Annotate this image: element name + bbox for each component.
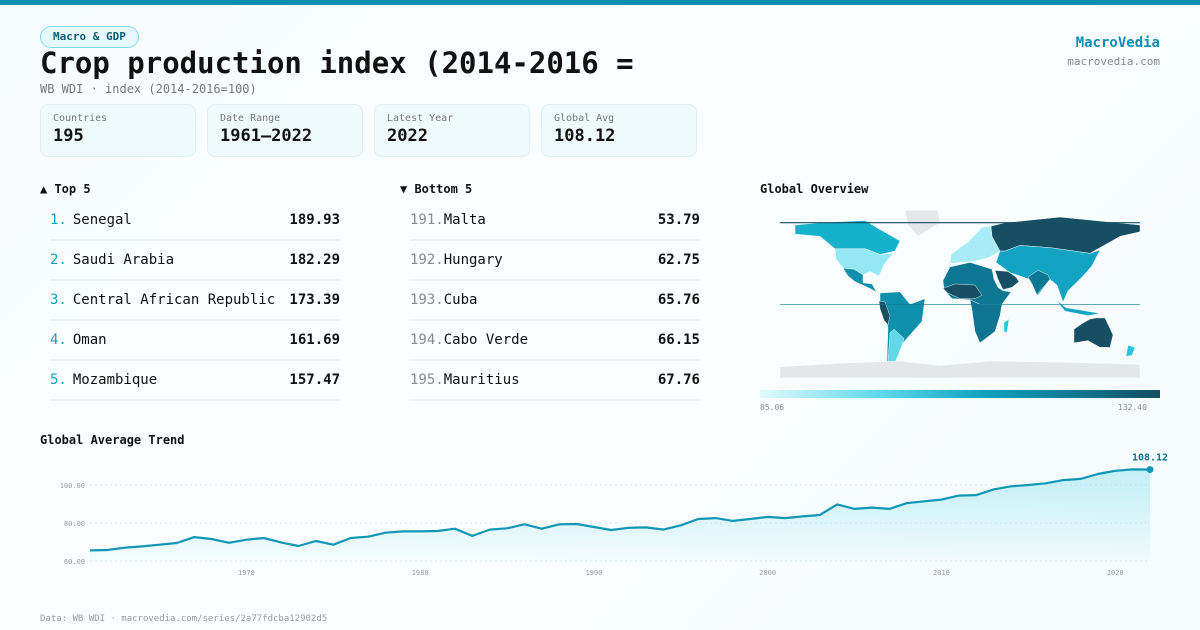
map-sahel xyxy=(942,283,983,299)
brand-url[interactable]: macrovedia.com xyxy=(1067,55,1160,68)
map-heading: Global Overview xyxy=(760,182,869,196)
bottom-list-item[interactable]: 193. Cuba 65.76 xyxy=(410,281,700,321)
country-name: Malta xyxy=(443,212,486,228)
map-arabia xyxy=(994,270,1020,290)
map-antarctica xyxy=(780,360,1140,378)
country-name: Mauritius xyxy=(443,372,520,388)
country-name: Saudi Arabia xyxy=(72,252,175,268)
x-tick-label: 2000 xyxy=(759,569,776,577)
rank: 192. xyxy=(410,252,444,268)
country-value: 53.79 xyxy=(657,212,700,228)
map-usa xyxy=(834,248,894,277)
page-title: Crop production index (2014-2016 = xyxy=(40,46,634,80)
world-choropleth-map[interactable] xyxy=(780,208,1140,378)
country-name: Hungary xyxy=(443,252,503,268)
country-value: 173.39 xyxy=(289,292,340,308)
last-value-label: 108.12 xyxy=(1132,453,1168,464)
rank: 195. xyxy=(410,372,444,388)
top-accent-bar xyxy=(0,0,1200,5)
top-list-item[interactable]: 3. Central African Republic 173.39 xyxy=(50,281,340,321)
bottom-list-item[interactable]: 194. Cabo Verde 66.15 xyxy=(410,321,700,361)
brand-logo[interactable]: MacroVedia xyxy=(1075,35,1160,51)
top-list-item[interactable]: 5. Mozambique 157.47 xyxy=(50,361,340,401)
rank: 191. xyxy=(410,212,444,228)
x-tick-label: 2020 xyxy=(1107,569,1124,577)
stat-label: Date Range xyxy=(220,113,281,124)
color-scale-max: 132.40 xyxy=(1118,403,1147,412)
rank: 5. xyxy=(50,372,67,388)
map-canada xyxy=(794,220,901,255)
map-peru xyxy=(878,300,891,326)
map-indonesia xyxy=(1055,299,1101,316)
y-tick-label: 80.00 xyxy=(64,520,85,528)
stat-value: 108.12 xyxy=(554,126,616,146)
map-madagascar xyxy=(1003,318,1010,333)
map-australia xyxy=(1073,317,1114,348)
footer-source: Data: WB WDI · macrovedia.com/series/2a7… xyxy=(40,614,328,624)
rank: 2. xyxy=(50,252,67,268)
stat-card-countries: Countries 195 xyxy=(40,104,196,157)
series-area xyxy=(90,469,1150,561)
series-line xyxy=(89,468,1151,552)
stat-label: Latest Year xyxy=(387,113,454,124)
rank: 4. xyxy=(50,332,67,348)
country-name: Cuba xyxy=(443,292,478,308)
top-list-item[interactable]: 4. Oman 161.69 xyxy=(50,321,340,361)
stat-label: Countries xyxy=(53,113,108,124)
top-list-item[interactable]: 2. Saudi Arabia 182.29 xyxy=(50,241,340,281)
x-tick-label: 2010 xyxy=(933,569,950,577)
rank: 194. xyxy=(410,332,444,348)
page-subtitle: WB WDI · index (2014-2016=100) xyxy=(40,82,257,96)
trend-chart-title: Global Average Trend xyxy=(40,433,185,447)
rank: 3. xyxy=(50,292,67,308)
stat-label: Global Avg xyxy=(554,113,615,124)
x-tick-label: 1990 xyxy=(586,569,603,577)
map-mexico xyxy=(842,267,883,296)
country-value: 182.29 xyxy=(289,252,340,268)
top-5-heading: ▲ Top 5 xyxy=(40,182,91,196)
country-name: Senegal xyxy=(72,212,132,228)
stat-card-date-range: Date Range 1961–2022 xyxy=(207,104,363,157)
top-list-item[interactable]: 1. Senegal 189.93 xyxy=(50,201,340,241)
x-tick-label: 1970 xyxy=(238,569,255,577)
map-india xyxy=(1027,270,1051,296)
rank: 1. xyxy=(50,212,67,228)
country-value: 161.69 xyxy=(289,332,340,348)
map-new-zealand xyxy=(1125,344,1136,357)
country-value: 62.75 xyxy=(657,252,700,268)
category-badge[interactable]: Macro & GDP xyxy=(40,26,139,48)
country-value: 189.93 xyxy=(289,212,340,228)
last-point-marker[interactable] xyxy=(1146,466,1154,474)
stat-card-latest-year: Latest Year 2022 xyxy=(374,104,530,157)
stat-value: 1961–2022 xyxy=(220,126,313,146)
stat-value: 2022 xyxy=(387,126,428,146)
color-scale-min: 85.06 xyxy=(760,403,785,412)
bottom-5-heading: ▼ Bottom 5 xyxy=(400,182,473,196)
stat-value: 195 xyxy=(53,126,84,146)
country-name: Oman xyxy=(72,332,107,348)
country-name: Cabo Verde xyxy=(443,332,529,348)
x-tick-label: 1980 xyxy=(412,569,429,577)
color-scale-bar xyxy=(760,390,1160,398)
y-tick-label: 100.00 xyxy=(60,482,85,490)
bottom-list-item[interactable]: 191. Malta 53.79 xyxy=(410,201,700,241)
bottom-list-item[interactable]: 192. Hungary 62.75 xyxy=(410,241,700,281)
map-asia xyxy=(995,245,1101,303)
stat-card-global-avg: Global Avg 108.12 xyxy=(541,104,697,157)
country-value: 67.76 xyxy=(657,372,700,388)
bottom-list-item[interactable]: 195. Mauritius 67.76 xyxy=(410,361,700,401)
rank: 193. xyxy=(410,292,444,308)
country-name: Mozambique xyxy=(72,372,158,388)
country-value: 157.47 xyxy=(289,372,340,388)
country-value: 65.76 xyxy=(657,292,700,308)
country-name: Central African Republic xyxy=(72,292,276,308)
y-tick-label: 60.00 xyxy=(64,558,85,566)
country-value: 66.15 xyxy=(657,332,700,348)
